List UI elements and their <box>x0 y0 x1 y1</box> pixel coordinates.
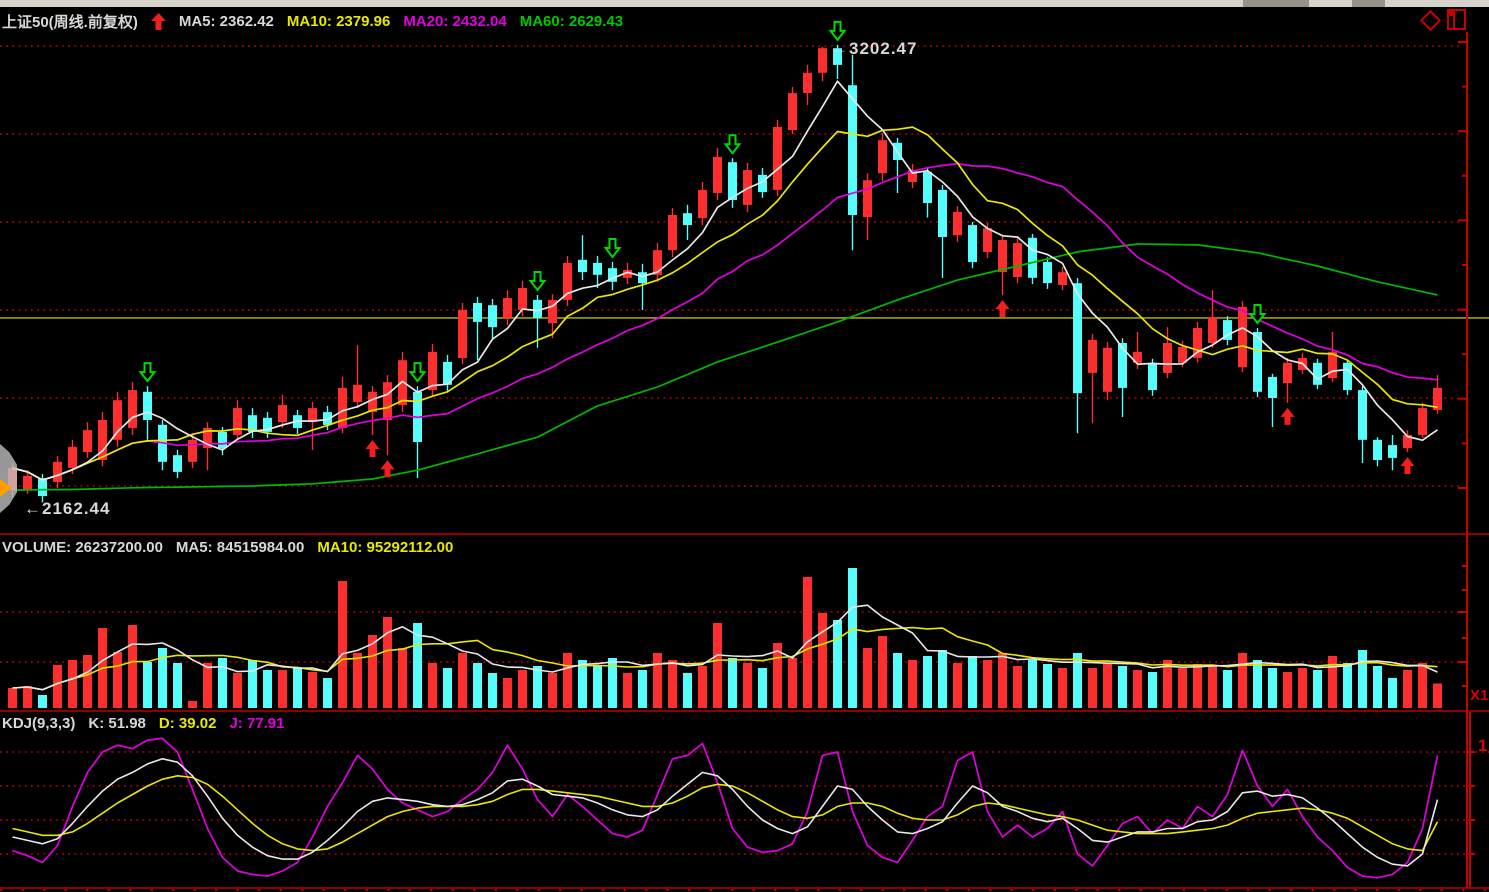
kdj-scale-label: 1 <box>1478 736 1488 755</box>
volume-pane-header: VOLUME: 26237200.00 MA5: 84515984.00 MA1… <box>2 539 453 556</box>
symbol-title: 上证50(周线.前复权) <box>2 14 138 31</box>
orange-range-marker-icon <box>0 479 12 497</box>
price-ma60-value: MA60: 2629.43 <box>519 13 624 30</box>
strip-segment <box>1352 0 1385 7</box>
volume-scale-label: X1 <box>1470 687 1489 704</box>
restore-window-icon-divider <box>1453 11 1455 28</box>
window-title-strip <box>0 0 1489 7</box>
restore-window-icon[interactable] <box>1447 9 1466 30</box>
up-arrow-icon <box>150 13 166 30</box>
price-ma5-value: MA5: 2362.42 <box>178 13 274 30</box>
kdj-d-value: D: 39.02 <box>158 715 217 732</box>
price-pane-header: 上证50(周线.前复权) MA5: 2362.42 MA10: 2379.96 … <box>2 11 623 32</box>
kdj-pane-header: KDJ(9,3,3) K: 51.98 D: 39.02 J: 77.91 <box>2 715 285 732</box>
volume-ma10-value: MA10: 95292112.00 <box>317 539 454 556</box>
price-ma20-value: MA20: 2432.04 <box>403 13 507 30</box>
price-ma10-value: MA10: 2379.96 <box>286 13 391 30</box>
high-price-annotation: ←3202.47 <box>831 39 918 58</box>
kdj-j-value: J: 77.91 <box>229 715 285 732</box>
kdj-k-value: K: 51.98 <box>88 715 146 732</box>
restore-window-icon-fill <box>1449 11 1453 16</box>
volume-value: VOLUME: 26237200.00 <box>2 539 163 556</box>
kdj-title: KDJ(9,3,3) <box>2 715 76 732</box>
low-price-annotation: ←2162.44 <box>24 499 111 518</box>
strip-segment <box>1243 0 1309 7</box>
volume-ma5-value: MA5: 84515984.00 <box>175 539 305 556</box>
